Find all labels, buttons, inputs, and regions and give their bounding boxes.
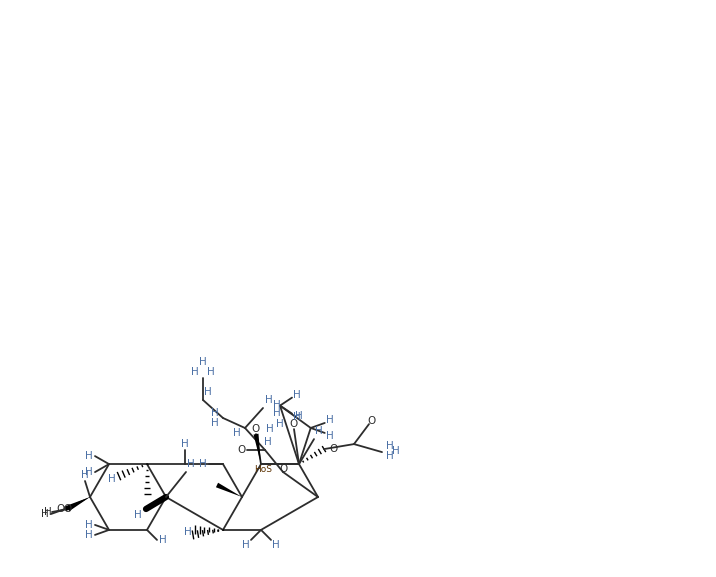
Text: H: H	[233, 428, 241, 438]
Text: O: O	[64, 504, 72, 514]
Text: H: H	[293, 389, 301, 400]
Text: H: H	[273, 408, 281, 418]
Text: H: H	[266, 424, 274, 434]
Text: O: O	[252, 424, 260, 434]
Text: H: H	[293, 411, 301, 422]
Text: H: H	[211, 408, 219, 418]
Text: H: H	[159, 535, 167, 545]
Text: H: H	[273, 400, 281, 410]
Text: H: H	[85, 451, 93, 461]
Text: H: H	[276, 419, 284, 429]
Text: H: H	[181, 439, 189, 449]
Text: O: O	[279, 464, 287, 474]
Text: O: O	[368, 416, 376, 426]
Text: H: H	[211, 418, 219, 428]
Text: H: H	[207, 367, 215, 377]
Polygon shape	[216, 483, 242, 497]
Text: H: H	[386, 441, 394, 451]
Text: H: H	[315, 426, 323, 436]
Text: H: H	[199, 459, 207, 469]
Text: H: H	[108, 474, 116, 484]
Text: H: H	[191, 367, 199, 377]
Text: H: H	[41, 509, 49, 519]
Polygon shape	[253, 434, 261, 464]
Text: O: O	[238, 445, 246, 455]
Text: O: O	[329, 444, 337, 454]
Text: H: H	[204, 387, 212, 397]
Text: H: H	[295, 411, 303, 421]
Polygon shape	[64, 497, 90, 511]
Text: H: H	[326, 431, 334, 441]
Text: H: H	[265, 395, 273, 405]
Text: H: H	[199, 357, 207, 367]
Text: O: O	[57, 504, 65, 514]
Text: H: H	[242, 540, 250, 550]
Text: H: H	[386, 451, 394, 461]
Text: H: H	[187, 459, 195, 469]
Text: H: H	[326, 415, 334, 425]
Text: H: H	[85, 530, 93, 540]
Polygon shape	[67, 497, 90, 511]
Text: H: H	[134, 510, 142, 520]
Text: H: H	[81, 470, 89, 480]
Text: H: H	[272, 540, 280, 550]
Text: H: H	[85, 467, 93, 477]
Text: H: H	[85, 520, 93, 530]
Text: H: H	[184, 527, 192, 537]
Text: H: H	[392, 446, 400, 456]
Text: H: H	[264, 437, 272, 447]
Text: O: O	[290, 419, 298, 429]
Text: HoS: HoS	[254, 464, 272, 474]
Text: H: H	[44, 507, 52, 517]
